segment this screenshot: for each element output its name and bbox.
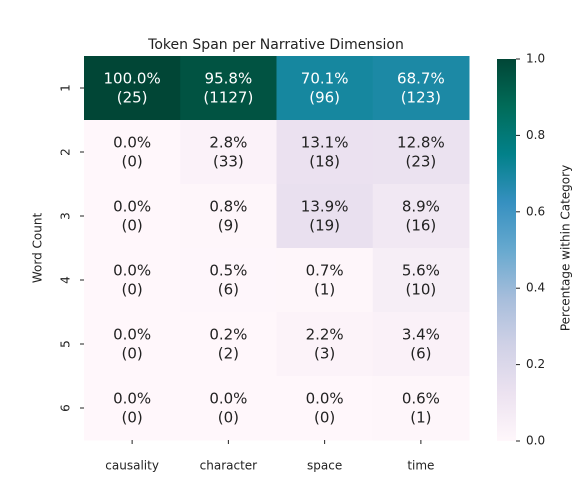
cell-value-label: 0.6%	[402, 390, 440, 408]
y-tick-label: 2	[59, 148, 73, 156]
cell-value-label: 0.0%	[113, 390, 151, 408]
cell-value-label: 0.0%	[306, 390, 344, 408]
cell-value-label: 2.8%	[209, 134, 247, 152]
heatmap-cell	[372, 312, 470, 377]
cell-value-label: 0.0%	[113, 134, 151, 152]
cell-count-label: (25)	[117, 89, 148, 107]
cell-value-label: 0.0%	[209, 390, 247, 408]
cell-count-label: (0)	[314, 409, 335, 427]
heatmap-cell	[276, 120, 374, 185]
cell-value-label: 95.8%	[205, 70, 253, 88]
cell-value-label: 12.8%	[397, 134, 445, 152]
cell-value-label: 5.6%	[402, 262, 440, 280]
cell-count-label: (0)	[218, 409, 239, 427]
cell-count-label: (1)	[314, 281, 335, 299]
cell-count-label: (1)	[410, 409, 431, 427]
cell-count-label: (0)	[122, 345, 143, 363]
cell-count-label: (3)	[314, 345, 335, 363]
cell-count-label: (96)	[309, 89, 340, 107]
heatmap-cell	[180, 184, 277, 249]
cell-count-label: (6)	[218, 281, 239, 299]
cell-count-label: (0)	[122, 153, 143, 171]
y-tick-label: 6	[59, 404, 73, 412]
cell-count-label: (16)	[405, 217, 436, 235]
heatmap-cell	[180, 376, 277, 441]
cell-count-label: (1127)	[203, 89, 253, 107]
cell-count-label: (9)	[218, 217, 239, 235]
x-tick-label: character	[200, 459, 258, 473]
cell-value-label: 0.5%	[209, 262, 247, 280]
heatmap-cell	[372, 120, 470, 185]
cell-value-label: 0.0%	[113, 198, 151, 216]
y-tick-label: 1	[59, 84, 73, 92]
cell-count-label: (0)	[122, 409, 143, 427]
y-tick-label: 5	[59, 340, 73, 348]
heatmap-cell	[372, 56, 470, 121]
y-axis-label: Word Count	[31, 213, 45, 284]
heatmap-cell	[84, 248, 181, 313]
cell-count-label: (123)	[401, 89, 441, 107]
cell-count-label: (10)	[405, 281, 436, 299]
cell-value-label: 0.0%	[113, 262, 151, 280]
cell-value-label: 0.8%	[209, 198, 247, 216]
cell-value-label: 2.2%	[306, 326, 344, 344]
heatmap-cell	[276, 312, 374, 377]
cell-count-label: (23)	[405, 153, 436, 171]
colorbar-tick-label: 0.0	[526, 434, 545, 448]
colorbar-label: Percentage within Category	[559, 165, 573, 331]
cell-value-label: 70.1%	[301, 70, 349, 88]
heatmap-cell	[276, 248, 374, 313]
cell-count-label: (6)	[410, 345, 431, 363]
colorbar	[497, 59, 516, 441]
cell-value-label: 8.9%	[402, 198, 440, 216]
heatmap-cell	[180, 56, 277, 121]
colorbar-tick-label: 0.2	[526, 357, 545, 371]
cell-value-label: 13.9%	[301, 198, 349, 216]
heatmap-cell	[84, 376, 181, 441]
colorbar-tick-label: 0.4	[526, 281, 545, 295]
cell-value-label: 0.0%	[113, 326, 151, 344]
heatmap-cell	[372, 184, 470, 249]
cell-count-label: (18)	[309, 153, 340, 171]
heatmap-cell	[372, 376, 470, 441]
cell-value-label: 0.2%	[209, 326, 247, 344]
heatmap-cell	[276, 376, 374, 441]
heatmap-cell	[180, 248, 277, 313]
cell-count-label: (2)	[218, 345, 239, 363]
y-tick-label: 4	[59, 276, 73, 284]
heatmap-cell	[180, 120, 277, 185]
cell-count-label: (19)	[309, 217, 340, 235]
cell-value-label: 3.4%	[402, 326, 440, 344]
chart-title: Token Span per Narrative Dimension	[147, 37, 404, 53]
heatmap-cell	[180, 312, 277, 377]
colorbar-tick-label: 1.0	[526, 52, 545, 66]
heatmap-cell	[276, 184, 374, 249]
x-tick-label: space	[307, 459, 342, 473]
x-tick-label: causality	[105, 459, 159, 473]
colorbar-tick-label: 0.6	[526, 204, 545, 218]
heatmap-cell	[372, 248, 470, 313]
colorbar-tick-label: 0.8	[526, 128, 545, 142]
heatmap-cell	[84, 184, 181, 249]
cell-count-label: (0)	[122, 281, 143, 299]
heatmap-cell	[84, 120, 181, 185]
cell-value-label: 13.1%	[301, 134, 349, 152]
cell-count-label: (0)	[122, 217, 143, 235]
x-tick-label: time	[407, 459, 434, 473]
cell-value-label: 0.7%	[306, 262, 344, 280]
heatmap-cell	[84, 56, 181, 121]
cell-value-label: 68.7%	[397, 70, 445, 88]
heatmap-cell	[84, 312, 181, 377]
y-tick-label: 3	[59, 212, 73, 220]
heatmap-cell	[276, 56, 374, 121]
cell-count-label: (33)	[213, 153, 244, 171]
cell-value-label: 100.0%	[104, 70, 161, 88]
